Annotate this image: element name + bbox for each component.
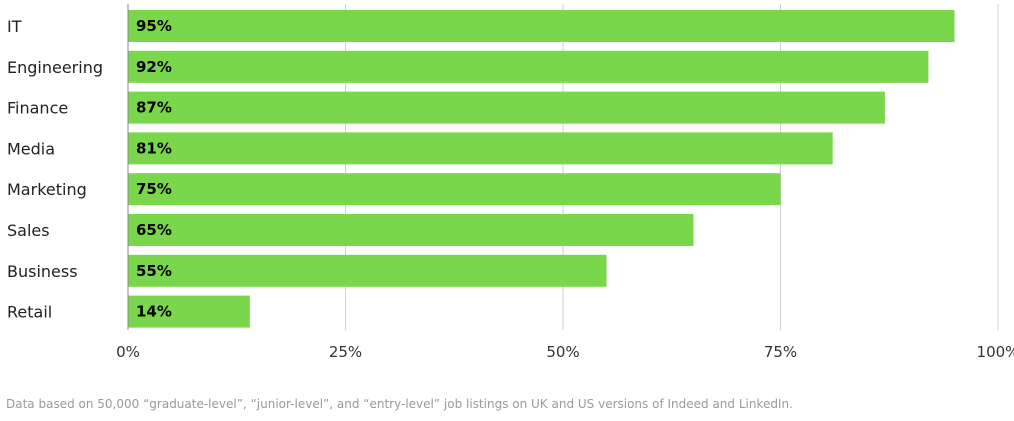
bar xyxy=(128,254,607,287)
bar xyxy=(128,91,885,124)
bars xyxy=(128,10,955,328)
bar xyxy=(128,10,955,42)
data-label: 55% xyxy=(136,262,172,280)
bar xyxy=(128,50,929,83)
data-label: 81% xyxy=(136,139,172,157)
data-label: 95% xyxy=(136,17,172,35)
x-axis-tick-labels: 0% 25% 50% 75% 100% xyxy=(116,343,1014,361)
category-label: Retail xyxy=(7,303,52,322)
bar xyxy=(128,295,250,328)
category-label: Marketing xyxy=(7,180,87,199)
x-tick-label: 0% xyxy=(116,343,140,361)
data-label: 65% xyxy=(136,221,172,239)
category-label: Finance xyxy=(7,99,68,118)
bar xyxy=(128,132,833,165)
footnote: Data based on 50,000 “graduate-level”, “… xyxy=(6,397,793,411)
category-label: Engineering xyxy=(7,58,103,77)
bar xyxy=(128,214,694,246)
category-label: Sales xyxy=(7,221,50,240)
x-tick-label: 75% xyxy=(764,343,797,361)
category-label: IT xyxy=(7,17,22,36)
data-labels: 95% 92% 87% 81% 75% 65% 55% 14% xyxy=(136,17,172,321)
category-label: Media xyxy=(7,139,55,158)
bar xyxy=(128,173,781,206)
x-tick-label: 25% xyxy=(329,343,362,361)
category-label: Business xyxy=(7,262,78,281)
x-tick-label: 50% xyxy=(546,343,579,361)
category-labels: IT Engineering Finance Media Marketing Sales B… xyxy=(7,17,103,322)
data-label: 14% xyxy=(136,303,172,321)
x-tick-label: 100% xyxy=(977,343,1014,361)
data-label: 92% xyxy=(136,58,172,76)
data-label: 75% xyxy=(136,180,172,198)
data-label: 87% xyxy=(136,99,172,117)
